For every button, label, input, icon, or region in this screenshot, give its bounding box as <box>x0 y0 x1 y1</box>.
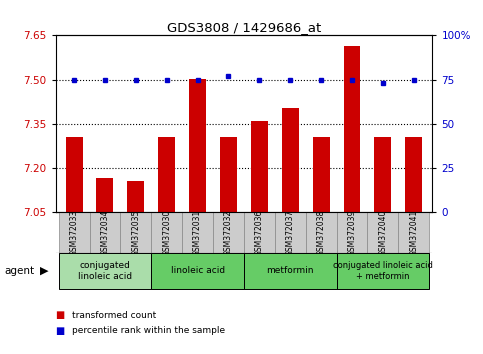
Bar <box>158 137 175 212</box>
Text: GSM372038: GSM372038 <box>317 210 326 256</box>
Bar <box>405 137 422 212</box>
Text: ▶: ▶ <box>40 266 48 276</box>
Text: linoleic acid: linoleic acid <box>170 266 225 275</box>
Text: GSM372034: GSM372034 <box>100 210 110 256</box>
Text: GSM372039: GSM372039 <box>347 210 356 256</box>
Text: ■: ■ <box>56 310 65 320</box>
Bar <box>151 253 244 289</box>
Text: GSM372036: GSM372036 <box>255 210 264 256</box>
Bar <box>97 178 114 212</box>
Bar <box>337 212 368 253</box>
Bar <box>58 253 151 289</box>
Text: conjugated
linoleic acid: conjugated linoleic acid <box>78 261 132 280</box>
Title: GDS3808 / 1429686_at: GDS3808 / 1429686_at <box>167 21 321 34</box>
Bar <box>343 46 360 212</box>
Text: GSM372040: GSM372040 <box>378 210 387 256</box>
Text: GSM372041: GSM372041 <box>409 210 418 256</box>
Bar <box>151 212 182 253</box>
Text: transformed count: transformed count <box>72 310 156 320</box>
Text: GSM372037: GSM372037 <box>286 210 295 256</box>
Text: percentile rank within the sample: percentile rank within the sample <box>72 326 226 336</box>
Text: agent: agent <box>5 266 35 276</box>
Bar <box>58 212 89 253</box>
Bar <box>398 212 429 253</box>
Bar <box>128 182 144 212</box>
Text: metformin: metformin <box>267 266 314 275</box>
Text: ■: ■ <box>56 326 65 336</box>
Bar <box>337 253 429 289</box>
Bar <box>220 137 237 212</box>
Bar <box>313 137 329 212</box>
Bar <box>66 137 83 212</box>
Bar <box>244 212 275 253</box>
Bar <box>374 137 391 212</box>
Bar <box>189 79 206 212</box>
Text: GSM372030: GSM372030 <box>162 210 171 256</box>
Text: GSM372032: GSM372032 <box>224 210 233 256</box>
Bar <box>213 212 244 253</box>
Bar <box>244 253 337 289</box>
Bar <box>120 212 151 253</box>
Bar <box>182 212 213 253</box>
Text: GSM372031: GSM372031 <box>193 210 202 256</box>
Text: conjugated linoleic acid
+ metformin: conjugated linoleic acid + metformin <box>333 261 433 280</box>
Bar <box>275 212 306 253</box>
Text: GSM372033: GSM372033 <box>70 210 79 256</box>
Bar <box>368 212 398 253</box>
Text: GSM372035: GSM372035 <box>131 210 141 256</box>
Bar <box>306 212 337 253</box>
Bar <box>282 108 298 212</box>
Bar <box>251 121 268 212</box>
Bar <box>89 212 120 253</box>
